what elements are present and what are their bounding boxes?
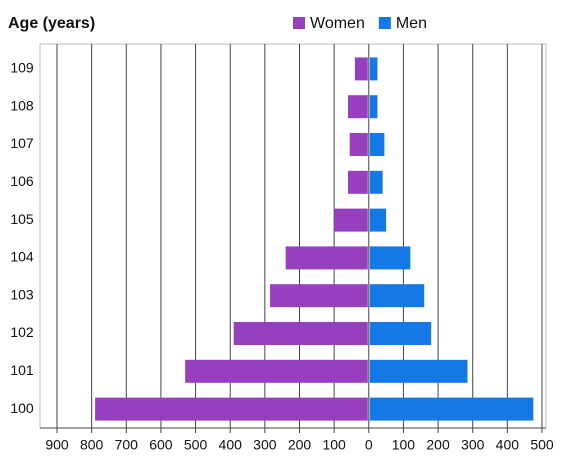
bar <box>185 359 368 383</box>
x-tick-label: 700 <box>115 437 139 453</box>
bar <box>369 246 411 270</box>
legend-label: Men <box>396 15 427 32</box>
bar <box>369 170 383 194</box>
x-tick-label: 600 <box>149 437 173 453</box>
x-tick-label: 500 <box>184 437 208 453</box>
x-tick-label: 400 <box>496 437 520 453</box>
bar <box>285 246 368 270</box>
bar <box>369 359 468 383</box>
x-tick-label: 900 <box>45 437 69 453</box>
x-tick-label: 800 <box>80 437 104 453</box>
x-tick-label: 100 <box>392 437 416 453</box>
x-tick-label: 500 <box>530 437 554 453</box>
bar <box>348 170 368 194</box>
y-tick-label: 107 <box>10 135 34 151</box>
bar <box>349 133 368 156</box>
x-tick-label: 400 <box>219 437 243 453</box>
bar <box>369 133 385 156</box>
x-tick-label: 300 <box>461 437 485 453</box>
bar <box>369 322 432 345</box>
bar <box>369 95 378 119</box>
bar <box>369 284 425 308</box>
x-tick-label: 300 <box>253 437 277 453</box>
bar <box>369 57 378 81</box>
y-tick-label: 105 <box>10 211 34 227</box>
legend-swatch <box>293 17 305 29</box>
y-tick-label: 102 <box>10 324 34 340</box>
y-tick-label: 100 <box>10 400 34 416</box>
x-tick-label: 200 <box>426 437 450 453</box>
y-tick-label: 103 <box>10 286 34 302</box>
bar <box>369 397 534 421</box>
y-tick-label: 104 <box>10 249 34 265</box>
bar <box>334 208 368 232</box>
bar <box>354 57 368 81</box>
bar <box>369 208 387 232</box>
bar <box>233 322 368 345</box>
x-tick-label: 0 <box>365 437 373 453</box>
bar <box>348 95 368 119</box>
bar <box>270 284 368 308</box>
y-tick-label: 108 <box>10 97 34 113</box>
x-tick-label: 100 <box>322 437 346 453</box>
legend-label: Women <box>310 15 365 32</box>
y-tick-label: 101 <box>10 362 34 378</box>
chart-title: Age (years) <box>8 15 95 32</box>
x-tick-label: 200 <box>288 437 312 453</box>
y-tick-label: 109 <box>10 60 34 76</box>
y-tick-label: 106 <box>10 173 34 189</box>
bar <box>95 397 368 421</box>
legend-swatch <box>378 17 391 29</box>
